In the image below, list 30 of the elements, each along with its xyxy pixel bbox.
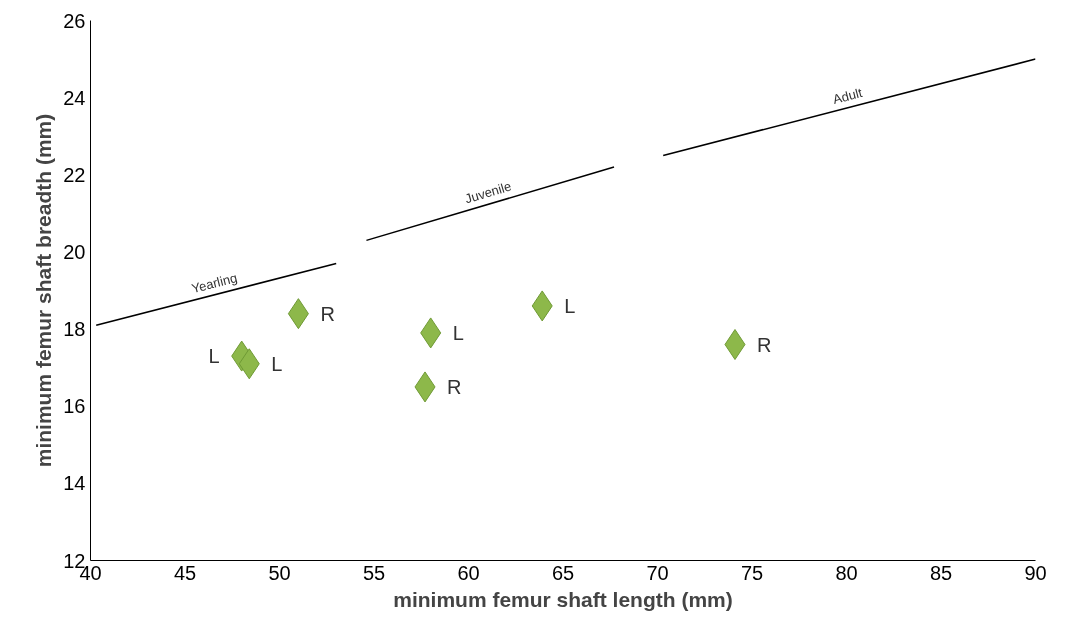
x-tick-label: 85 xyxy=(929,561,953,584)
data-label: L xyxy=(271,352,283,375)
y-axis-title: minimum femur shaft breadth (mm) xyxy=(32,113,56,468)
x-tick-label: 75 xyxy=(740,561,764,584)
x-tick-label: 70 xyxy=(646,561,669,584)
text: Yearling xyxy=(189,270,239,297)
text: Adult xyxy=(831,84,865,107)
y-tick-label: 22 xyxy=(63,163,86,186)
x-tick-label: 50 xyxy=(268,561,291,584)
y-tick-label: 24 xyxy=(63,86,86,109)
data-label: L xyxy=(208,345,220,368)
y-tick-label: 18 xyxy=(63,318,86,341)
x-tick-label: 45 xyxy=(173,561,197,584)
data-label: R xyxy=(320,302,335,325)
data-label: R xyxy=(447,375,462,398)
point xyxy=(724,329,746,360)
x-axis-title: minimum femur shaft length (mm) xyxy=(393,587,733,611)
x-tick-label: 90 xyxy=(1024,561,1047,584)
x-tick-label: 80 xyxy=(835,561,858,584)
data-label: L xyxy=(452,321,464,344)
y-tick-label: 26 xyxy=(63,9,86,32)
data-label: L xyxy=(564,294,576,317)
data-label: R xyxy=(756,333,772,356)
x-tick-label: 60 xyxy=(457,561,480,584)
x-tick-label: 65 xyxy=(551,561,575,584)
y-tick-label: 20 xyxy=(63,240,86,263)
y-tick-label: 16 xyxy=(63,395,86,418)
text: Juvenile xyxy=(463,178,514,207)
x-tick-label: 55 xyxy=(362,561,386,584)
y-tick-label: 14 xyxy=(63,472,86,495)
